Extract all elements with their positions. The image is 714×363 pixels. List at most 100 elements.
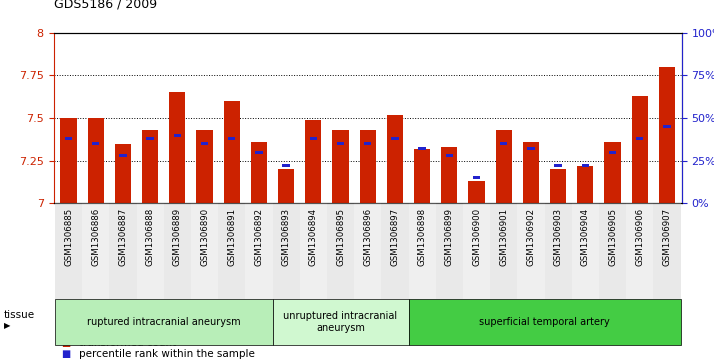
Bar [109, 203, 136, 299]
Bar [582, 164, 589, 167]
Bar [191, 203, 218, 299]
Bar [251, 142, 267, 203]
Bar [599, 203, 626, 299]
Bar [436, 203, 463, 299]
Bar [446, 154, 453, 157]
Bar [653, 203, 680, 299]
Bar [196, 130, 213, 203]
Bar [283, 164, 290, 167]
Text: GSM1306898: GSM1306898 [418, 208, 426, 266]
Bar [228, 137, 236, 140]
Text: unruptured intracranial
aneurysm: unruptured intracranial aneurysm [283, 311, 398, 333]
Bar [609, 151, 616, 154]
Bar [490, 203, 518, 299]
Text: GSM1306885: GSM1306885 [64, 208, 73, 266]
Bar [82, 203, 109, 299]
Text: GDS5186 / 2009: GDS5186 / 2009 [54, 0, 156, 11]
Bar [523, 142, 539, 203]
Bar [169, 92, 186, 203]
Text: GSM1306902: GSM1306902 [526, 208, 536, 266]
Bar [659, 67, 675, 203]
Bar [496, 130, 512, 203]
Text: GSM1306894: GSM1306894 [309, 208, 318, 266]
Text: GSM1306906: GSM1306906 [635, 208, 644, 266]
Text: GSM1306905: GSM1306905 [608, 208, 617, 266]
Bar [604, 142, 620, 203]
Bar [174, 134, 181, 136]
Text: ▶: ▶ [4, 321, 10, 330]
Bar [146, 137, 154, 140]
Bar [55, 203, 82, 299]
Bar [327, 203, 354, 299]
Bar [119, 154, 126, 157]
Bar [164, 203, 191, 299]
Bar [555, 164, 562, 167]
Bar [273, 203, 300, 299]
Text: GSM1306896: GSM1306896 [363, 208, 372, 266]
Bar [663, 125, 670, 128]
Bar [223, 101, 240, 203]
Bar [61, 118, 76, 203]
Bar [518, 203, 545, 299]
Bar [255, 151, 263, 154]
Bar [636, 137, 643, 140]
Text: GSM1306900: GSM1306900 [472, 208, 481, 266]
Bar [387, 115, 403, 203]
Bar [381, 203, 408, 299]
Text: percentile rank within the sample: percentile rank within the sample [79, 349, 254, 359]
Bar [88, 118, 104, 203]
Bar [545, 203, 572, 299]
Bar [577, 166, 593, 203]
Text: GSM1306888: GSM1306888 [146, 208, 155, 266]
Bar [136, 203, 164, 299]
Bar [408, 203, 436, 299]
Text: GSM1306903: GSM1306903 [553, 208, 563, 266]
Bar [92, 142, 99, 145]
Bar [364, 142, 371, 145]
Bar [310, 137, 317, 140]
Bar [337, 142, 344, 145]
Bar [473, 176, 481, 179]
Bar [441, 147, 458, 203]
Bar [463, 203, 490, 299]
Bar [468, 181, 485, 203]
Bar [278, 169, 294, 203]
Bar [572, 203, 599, 299]
Bar [527, 147, 535, 150]
Text: GSM1306901: GSM1306901 [499, 208, 508, 266]
Bar [632, 96, 648, 203]
Text: GSM1306895: GSM1306895 [336, 208, 345, 266]
Text: transformed count: transformed count [79, 338, 176, 348]
Text: GSM1306886: GSM1306886 [91, 208, 100, 266]
Bar [626, 203, 653, 299]
Text: GSM1306907: GSM1306907 [663, 208, 671, 266]
Bar [142, 130, 159, 203]
Text: GSM1306889: GSM1306889 [173, 208, 182, 266]
Bar [300, 203, 327, 299]
Text: GSM1306890: GSM1306890 [200, 208, 209, 266]
Bar [354, 203, 381, 299]
Text: ■: ■ [61, 349, 70, 359]
Bar [305, 120, 321, 203]
Text: GSM1306891: GSM1306891 [227, 208, 236, 266]
Bar [115, 144, 131, 203]
Bar [550, 169, 566, 203]
Text: GSM1306892: GSM1306892 [254, 208, 263, 266]
Bar [201, 142, 208, 145]
Bar [500, 142, 508, 145]
Bar [418, 147, 426, 150]
Text: GSM1306893: GSM1306893 [281, 208, 291, 266]
Bar [414, 149, 431, 203]
Text: tissue: tissue [4, 310, 35, 320]
Text: superficial temporal artery: superficial temporal artery [479, 317, 610, 327]
Bar [65, 137, 72, 140]
Text: ■: ■ [61, 338, 70, 348]
Text: GSM1306887: GSM1306887 [119, 208, 127, 266]
Bar [246, 203, 273, 299]
Text: ruptured intracranial aneurysm: ruptured intracranial aneurysm [87, 317, 241, 327]
Text: GSM1306899: GSM1306899 [445, 208, 454, 266]
Bar [218, 203, 246, 299]
Bar [391, 137, 398, 140]
Bar [332, 130, 348, 203]
Bar [360, 130, 376, 203]
